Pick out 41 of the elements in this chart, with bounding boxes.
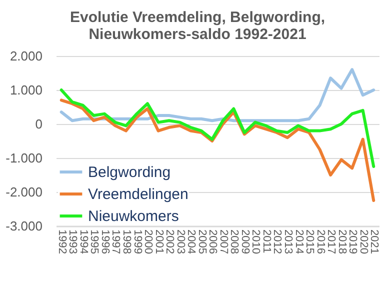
legend-label: Belgwording xyxy=(88,164,171,181)
y-tick-label: 2.000 xyxy=(10,48,42,64)
line-series xyxy=(60,88,376,168)
x-tick-label: 2017 xyxy=(325,230,338,254)
x-tick-label: 1998 xyxy=(120,230,132,254)
x-tick-label: 2006 xyxy=(206,230,219,254)
x-tick-label: 2012 xyxy=(271,230,284,254)
x-tick-label: 2001 xyxy=(152,230,165,254)
x-tick-label: 2000 xyxy=(142,230,154,254)
x-tick-label: 2005 xyxy=(196,230,208,254)
legend-label: Vreemdelingen xyxy=(88,186,188,203)
x-tick-label: 2014 xyxy=(292,230,305,254)
x-tick-label: 2011 xyxy=(260,230,272,254)
x-tick-label: 2003 xyxy=(174,230,186,254)
x-tick-label: 1993 xyxy=(66,230,79,254)
x-tick-label: 1995 xyxy=(88,230,100,254)
x-tick-label: 2020 xyxy=(357,230,370,254)
x-tick-label: 2013 xyxy=(282,230,294,254)
legend-label: Nieuwkomers xyxy=(88,208,179,225)
x-tick-label: 1999 xyxy=(131,230,144,254)
x-tick-label: 2018 xyxy=(336,230,348,254)
x-tick-label: 1996 xyxy=(98,230,111,254)
x-tick-label: 2010 xyxy=(250,230,262,254)
x-tick-label: 2007 xyxy=(217,230,230,254)
x-tick-label: 1997 xyxy=(110,230,122,254)
x-tick-label: 1992 xyxy=(56,230,68,254)
x-tick-label: 2016 xyxy=(314,230,326,254)
x-tick-label: 2008 xyxy=(228,230,240,254)
x-tick-label: 1994 xyxy=(77,230,90,254)
y-tick-label: -2.000 xyxy=(6,184,42,200)
y-tick-label: -1.000 xyxy=(6,150,42,166)
x-tick-label: 2019 xyxy=(346,230,359,254)
x-tick-label: 2009 xyxy=(238,230,251,254)
x-tick-label: 2002 xyxy=(164,230,176,254)
chart-title: Evolutie Vreemdeling, Belgwording, Nieuwkomers-saldo 1992-2021 xyxy=(70,9,326,43)
y-tick-label: 0 xyxy=(35,116,42,132)
x-tick-label: 2021 xyxy=(368,230,380,254)
y-tick-label: 1.000 xyxy=(10,82,42,98)
y-tick-label: -3.000 xyxy=(6,218,42,234)
x-tick-label: 2015 xyxy=(304,230,316,254)
x-tick-label: 2004 xyxy=(185,230,198,254)
